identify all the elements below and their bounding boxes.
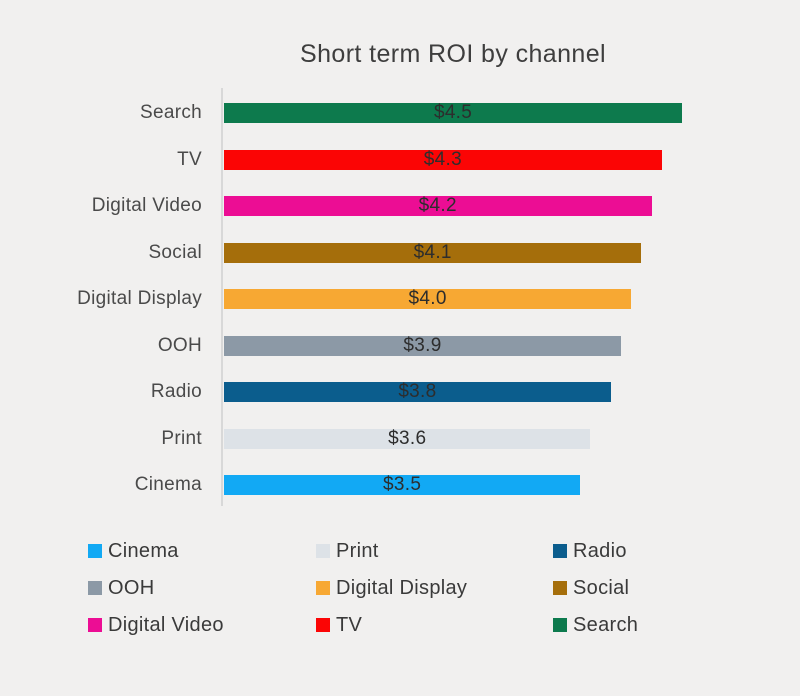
legend-swatch-ooh (88, 581, 102, 595)
value-label-digital-display: $4.0 (408, 288, 447, 309)
legend-item-print: Print (316, 541, 553, 578)
bar-digital-video: $4.2 (224, 195, 652, 216)
bar-ooh: $3.9 (224, 334, 622, 356)
y-axis-line (221, 88, 223, 506)
bar-row-digital-display: Digital Display $4.0 (0, 288, 800, 309)
legend-item-digital-display: Digital Display (316, 578, 553, 615)
legend-swatch-social (553, 581, 567, 595)
value-label-radio: $3.8 (398, 381, 437, 402)
category-label-digital-display: Digital Display (77, 288, 202, 309)
legend-label-search: Search (573, 614, 639, 636)
bar-row-search: Search $4.5 (0, 102, 800, 123)
category-label-cinema: Cinema (134, 474, 202, 495)
legend-label-ooh: OOH (108, 577, 155, 599)
bar-row-social: Social $4.1 (0, 241, 800, 263)
bar-print: $3.6 (224, 427, 591, 449)
bar-search: $4.5 (224, 102, 683, 123)
chart-title: Short term ROI by channel (300, 40, 606, 68)
legend-item-social: Social (553, 578, 638, 615)
value-label-social: $4.1 (413, 241, 452, 263)
legend-label-digital-display: Digital Display (336, 577, 468, 599)
category-label-print: Print (161, 427, 202, 449)
legend-swatch-cinema (88, 544, 102, 558)
legend-swatch-digital-video (88, 618, 102, 632)
category-label-radio: Radio (150, 381, 202, 402)
value-label-search: $4.5 (433, 102, 473, 123)
legend-item-ooh: OOH (88, 578, 316, 615)
legend-swatch-print (316, 544, 330, 558)
value-label-tv: $4.3 (423, 148, 462, 170)
legend-label-digital-video: Digital Video (108, 614, 224, 636)
category-label-social: Social (148, 241, 202, 263)
bar-row-tv: TV $4.3 (0, 148, 800, 170)
bar-row-print: Print $3.6 (0, 427, 800, 449)
plot-area: Search $4.5 TV $4.3 Digital Video $4.2 Social $… (0, 88, 800, 518)
bar-row-radio: Radio $3.8 (0, 381, 800, 402)
bar-social: $4.1 (224, 241, 642, 263)
bar-row-digital-video: Digital Video $4.2 (0, 195, 800, 216)
legend-swatch-digital-display (316, 581, 330, 595)
legend-label-cinema: Cinema (108, 540, 179, 562)
legend-item-search: Search (553, 615, 638, 652)
category-label-ooh: OOH (157, 334, 202, 356)
category-label-tv: TV (177, 148, 202, 170)
value-label-print: $3.6 (388, 427, 427, 449)
value-label-ooh: $3.9 (403, 334, 442, 356)
legend-item-digital-video: Digital Video (88, 615, 316, 652)
bar-digital-display: $4.0 (224, 288, 632, 309)
bar-row-cinema: Cinema $3.5 (0, 474, 800, 495)
legend-swatch-search (553, 618, 567, 632)
bar-radio: $3.8 (224, 381, 611, 402)
value-label-cinema: $3.5 (383, 474, 422, 495)
category-label-digital-video: Digital Video (91, 195, 202, 216)
value-label-digital-video: $4.2 (418, 195, 457, 216)
legend-item-radio: Radio (553, 541, 638, 578)
category-label-search: Search (139, 102, 202, 123)
legend-label-print: Print (336, 540, 379, 562)
legend-swatch-radio (553, 544, 567, 558)
legend-label-social: Social (573, 577, 630, 599)
legend-item-tv: TV (316, 615, 553, 652)
legend: Cinema Print Radio OOH Digital Display Social… (88, 541, 638, 652)
legend-swatch-tv (316, 618, 330, 632)
bar-cinema: $3.5 (224, 474, 581, 495)
legend-item-cinema: Cinema (88, 541, 316, 578)
bar-tv: $4.3 (224, 148, 662, 170)
legend-label-tv: TV (336, 614, 363, 636)
legend-label-radio: Radio (573, 540, 627, 562)
bar-row-ooh: OOH $3.9 (0, 334, 800, 356)
